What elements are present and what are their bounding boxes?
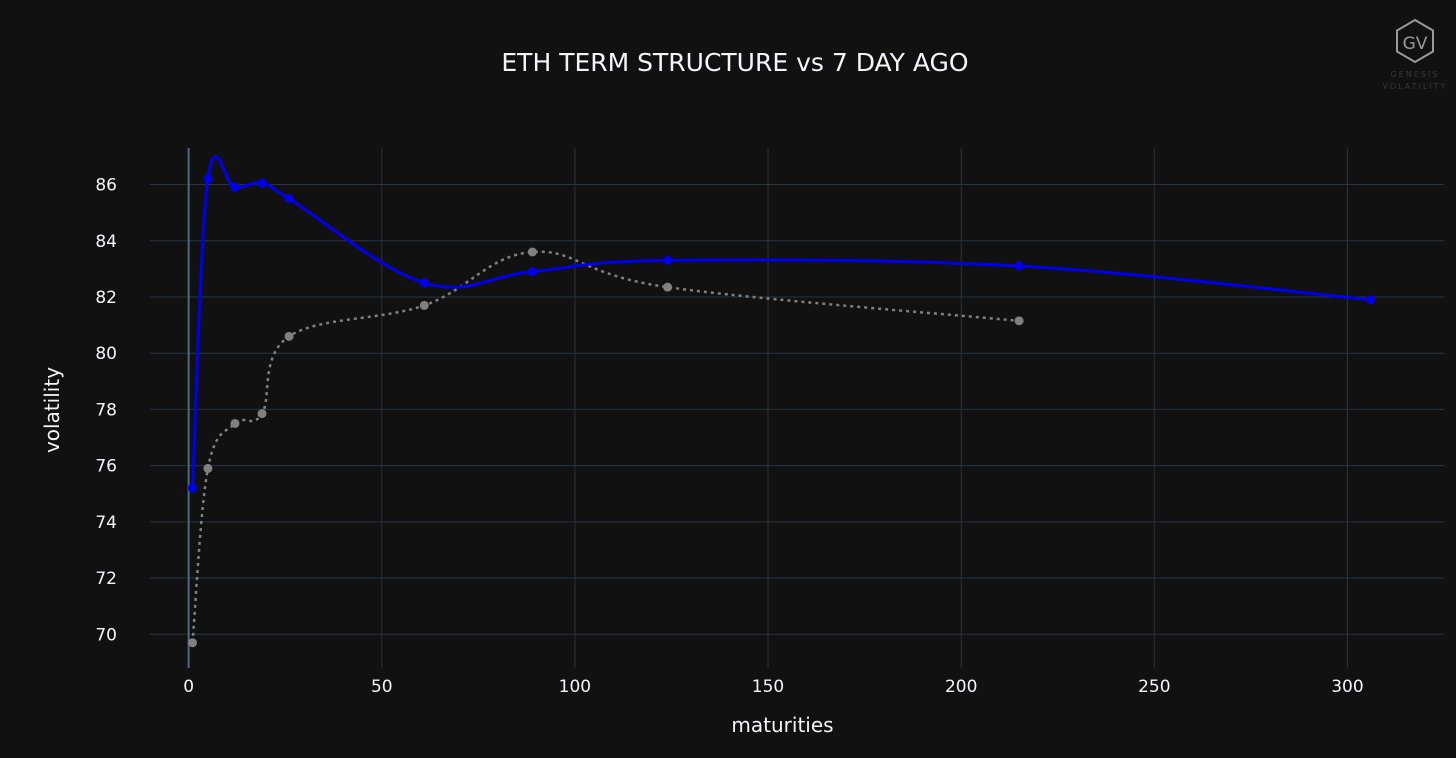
data-point-7-day-ago — [203, 463, 213, 473]
y-tick-label: 84 — [95, 232, 117, 252]
y-tick-label: 74 — [95, 513, 117, 533]
data-point-current — [1014, 261, 1024, 271]
y-tick-label: 72 — [95, 569, 117, 589]
x-tick-label: 300 — [1331, 677, 1363, 697]
data-point-7-day-ago — [230, 418, 240, 428]
data-point-current — [187, 483, 197, 493]
y-tick-label: 70 — [95, 625, 117, 645]
data-point-7-day-ago — [419, 300, 429, 310]
data-point-7-day-ago — [527, 247, 537, 257]
y-axis-label: volatility — [40, 366, 64, 454]
y-tick-label: 82 — [95, 288, 117, 308]
data-point-current — [203, 174, 213, 184]
logo-line-2: VOLATILITY — [1382, 82, 1448, 91]
x-tick-label: 50 — [371, 677, 393, 697]
x-tick-label: 200 — [945, 677, 977, 697]
x-tick-label: 0 — [183, 677, 194, 697]
data-point-7-day-ago — [663, 282, 673, 292]
data-point-7-day-ago — [1014, 316, 1024, 326]
y-tick-label: 80 — [95, 344, 117, 364]
x-tick-label: 250 — [1138, 677, 1170, 697]
data-point-current — [527, 267, 537, 277]
data-point-current — [284, 194, 294, 204]
x-axis-label: maturities — [731, 713, 834, 737]
data-point-current — [663, 255, 673, 265]
data-point-current — [419, 278, 429, 288]
x-tick-label: 100 — [559, 677, 591, 697]
series-line-current — [190, 155, 1371, 489]
data-point-7-day-ago — [257, 409, 267, 419]
data-point-current — [1366, 295, 1376, 305]
chart-title: ETH TERM STRUCTURE vs 7 DAY AGO — [501, 48, 969, 77]
data-point-7-day-ago — [284, 331, 294, 341]
logo-line-1: GENESIS — [1390, 70, 1440, 79]
genesis-volatility-logo: GV GENESIS VOLATILITY — [1374, 12, 1456, 96]
y-tick-label: 86 — [95, 176, 117, 196]
data-point-current — [257, 178, 267, 188]
series-line-7-day-ago — [191, 250, 1020, 643]
logo-hexagon-icon: GV — [1396, 18, 1434, 64]
y-tick-label: 78 — [95, 400, 117, 420]
y-tick-label: 76 — [95, 457, 117, 477]
x-tick-label: 150 — [752, 677, 784, 697]
data-point-current — [230, 182, 240, 192]
logo-monogram: GV — [1403, 34, 1428, 54]
data-point-7-day-ago — [187, 638, 197, 648]
